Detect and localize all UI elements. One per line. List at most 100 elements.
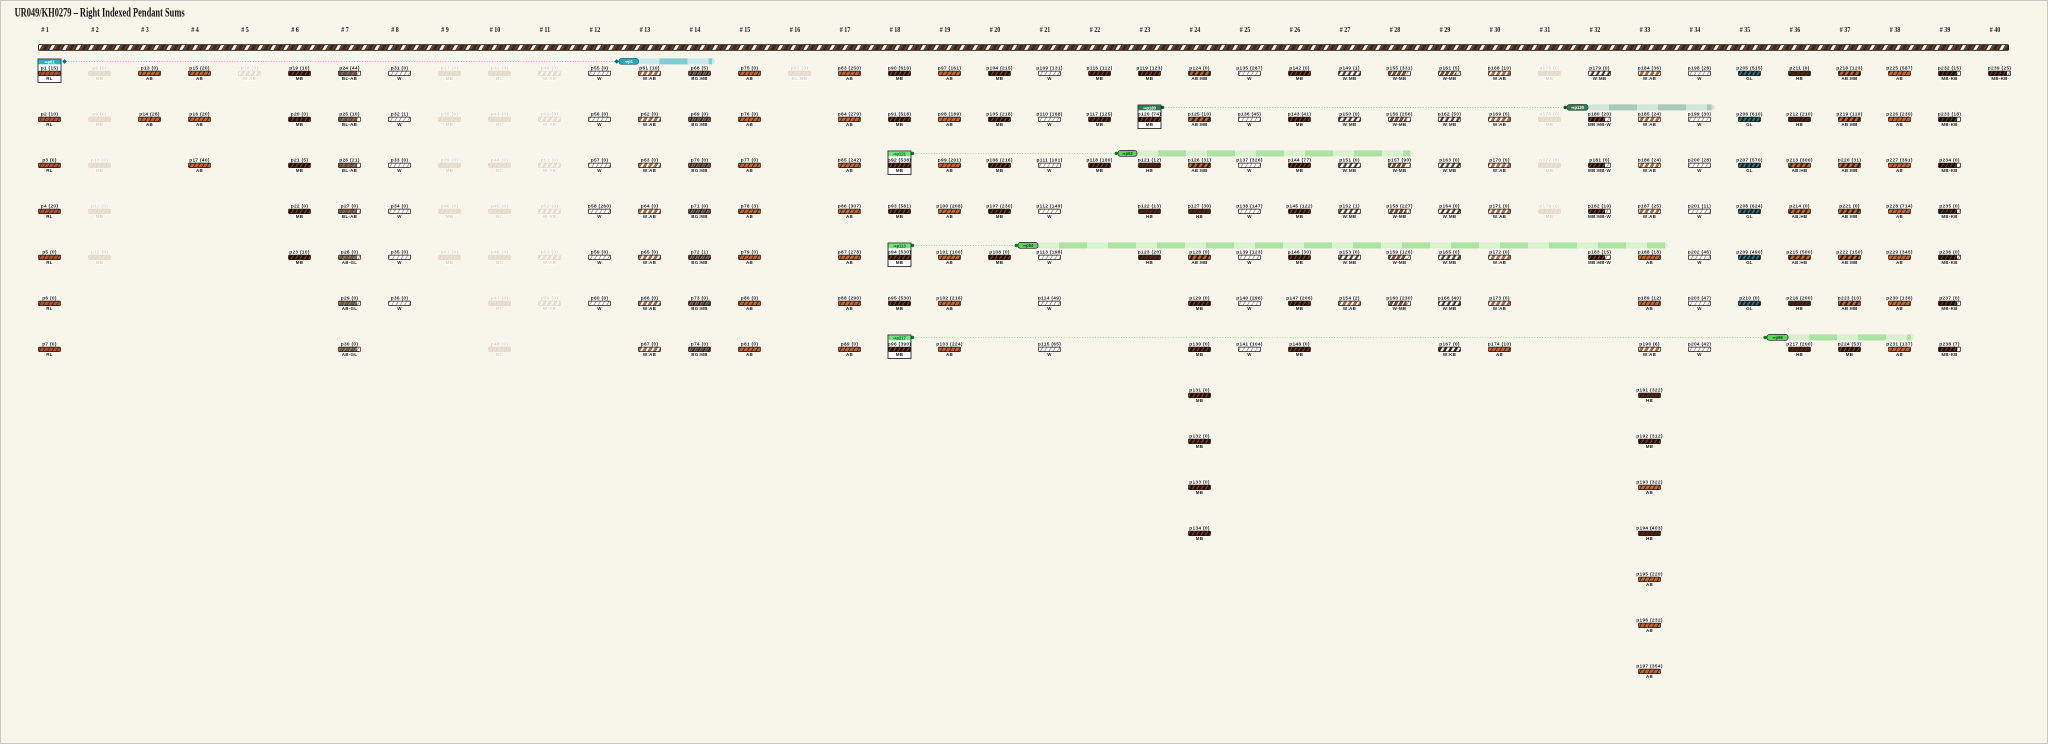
- svg-text:p215 (500): p215 (500): [1786, 250, 1813, 256]
- svg-text:W:AB: W:AB: [643, 168, 657, 173]
- svg-text:p168 (10): p168 (10): [1488, 66, 1512, 72]
- svg-text:⇒p92: ⇒p92: [1122, 151, 1133, 156]
- svg-text:p11 (0): p11 (0): [91, 204, 108, 210]
- svg-text:p209 (490): p209 (490): [1736, 250, 1763, 256]
- svg-text:MB: MB: [996, 168, 1004, 173]
- svg-text:AB:MB: AB:MB: [1841, 168, 1858, 173]
- svg-text:p199 (30): p199 (30): [1688, 112, 1712, 118]
- svg-text:p109 (131): p109 (131): [1036, 66, 1063, 72]
- svg-text:p158 (227): p158 (227): [1386, 204, 1413, 210]
- svg-text:p26 (21): p26 (21): [339, 158, 360, 164]
- svg-text:p7 (0): p7 (0): [42, 342, 57, 348]
- svg-text:# 11: # 11: [540, 26, 551, 34]
- svg-text:MB:MB-W: MB:MB-W: [1588, 214, 1611, 219]
- svg-text:BG:MB: BG:MB: [691, 306, 708, 311]
- svg-text:W: W: [1047, 168, 1052, 173]
- svg-text:AB: AB: [946, 306, 953, 311]
- svg-text:W: W: [1047, 214, 1052, 219]
- svg-text:W:MB: W:MB: [1343, 260, 1357, 265]
- svg-text:W: W: [597, 214, 602, 219]
- svg-text:MB:MB-W: MB:MB-W: [1588, 260, 1611, 265]
- svg-text:GL: GL: [1746, 168, 1753, 173]
- svg-text:p192 (312): p192 (312): [1636, 434, 1663, 440]
- svg-text:AB: AB: [1896, 168, 1903, 173]
- svg-text:p113 (198): p113 (198): [1036, 250, 1062, 256]
- svg-text:p219 (110): p219 (110): [1836, 112, 1862, 118]
- svg-text:# 31: # 31: [1540, 26, 1551, 34]
- svg-text:MB-KB: MB-KB: [1941, 260, 1958, 265]
- svg-text:p185 (24): p185 (24): [1638, 112, 1662, 118]
- svg-text:BC: BC: [496, 76, 503, 81]
- svg-text:p68 (5): p68 (5): [691, 66, 709, 72]
- svg-text:p126 (31): p126 (31): [1188, 158, 1212, 164]
- svg-text:p127 (30): p127 (30): [1188, 204, 1212, 210]
- svg-text:p231 (137): p231 (137): [1886, 342, 1913, 348]
- svg-text:p39 (0): p39 (0): [441, 158, 459, 164]
- svg-text:p160 (230): p160 (230): [1386, 296, 1413, 302]
- svg-text:AB: AB: [946, 214, 953, 219]
- svg-text:BG:MB: BG:MB: [691, 76, 708, 81]
- svg-text:MB: MB: [1296, 122, 1304, 127]
- svg-text:p45 (0): p45 (0): [491, 204, 509, 210]
- svg-text:W:MB: W:MB: [1343, 122, 1357, 127]
- svg-text:BG:MB: BG:MB: [691, 122, 708, 127]
- svg-text:p180 (20): p180 (20): [1588, 112, 1612, 118]
- svg-text:p171 (0): p171 (0): [1489, 204, 1510, 210]
- svg-text:MB: MB: [296, 76, 304, 81]
- svg-text:p4 (20): p4 (20): [41, 204, 59, 210]
- svg-text:HB: HB: [1796, 306, 1803, 311]
- svg-text:MB: MB: [296, 168, 304, 173]
- svg-text:p64 (0): p64 (0): [641, 204, 659, 210]
- svg-text:W-MB: W-MB: [1393, 76, 1407, 81]
- svg-text:p226 (230): p226 (230): [1886, 112, 1913, 118]
- svg-text:W:MB: W:MB: [1593, 76, 1607, 81]
- svg-text:BG:MB: BG:MB: [691, 352, 708, 357]
- svg-text:W:MB: W:MB: [1443, 168, 1457, 173]
- svg-text:p225 (587): p225 (587): [1886, 66, 1913, 72]
- svg-text:p230 (136): p230 (136): [1886, 296, 1913, 302]
- svg-text:W-MB: W-MB: [1393, 122, 1407, 127]
- svg-text:W:AB: W:AB: [1343, 306, 1357, 311]
- svg-text:W-AB: W-AB: [543, 122, 557, 127]
- svg-text:p82 (0): p82 (0): [791, 66, 809, 72]
- svg-text:W: W: [1697, 76, 1702, 81]
- svg-text:p50 (0): p50 (0): [541, 112, 559, 118]
- svg-text:MB: MB: [996, 122, 1004, 127]
- svg-text:W: W: [397, 214, 402, 219]
- svg-text:MB: MB: [296, 260, 304, 265]
- svg-text:GL: GL: [1746, 214, 1753, 219]
- svg-text:AB: AB: [1896, 214, 1903, 219]
- svg-text:p150 (0): p150 (0): [1339, 112, 1360, 118]
- svg-text:p111 (101): p111 (101): [1037, 158, 1063, 164]
- svg-text:p179 (0): p179 (0): [1589, 66, 1610, 72]
- svg-text:AB: AB: [946, 352, 953, 357]
- svg-text:p220 (31): p220 (31): [1838, 158, 1862, 164]
- svg-text:p24 (44): p24 (44): [339, 66, 360, 72]
- svg-text:AB:MB: AB:MB: [1841, 122, 1858, 127]
- svg-text:p30 (0): p30 (0): [341, 342, 359, 348]
- svg-text:MB: MB: [1546, 168, 1554, 173]
- svg-text:p198 (28): p198 (28): [1688, 66, 1712, 72]
- svg-text:W: W: [597, 306, 602, 311]
- svg-text:RL: RL: [46, 122, 53, 127]
- svg-text:W:AB: W:AB: [643, 260, 657, 265]
- svg-text:AB: AB: [846, 168, 853, 173]
- svg-text:# 36: # 36: [1790, 26, 1801, 34]
- svg-text:p167 (0): p167 (0): [1439, 342, 1460, 348]
- svg-text:p151 (0): p151 (0): [1339, 158, 1360, 164]
- svg-text:BL-AB: BL-AB: [342, 168, 358, 173]
- svg-text:W:MB: W:MB: [1443, 260, 1457, 265]
- svg-text:p145 (122): p145 (122): [1286, 204, 1313, 210]
- svg-text:p207 (570): p207 (570): [1736, 158, 1763, 164]
- svg-text:MB: MB: [1096, 122, 1104, 127]
- svg-text:MB: MB: [446, 76, 454, 81]
- svg-text:p131 (0): p131 (0): [1189, 388, 1210, 394]
- svg-text:HB: HB: [1646, 536, 1653, 541]
- svg-text:W: W: [1247, 214, 1252, 219]
- svg-text:W:MB: W:MB: [1343, 214, 1357, 219]
- svg-text:MB-KB: MB-KB: [1941, 168, 1958, 173]
- svg-text:p48 (0): p48 (0): [491, 342, 509, 348]
- svg-text:AB: AB: [946, 122, 953, 127]
- svg-text:p213 (300): p213 (300): [1786, 158, 1813, 164]
- svg-text:AB: AB: [846, 306, 853, 311]
